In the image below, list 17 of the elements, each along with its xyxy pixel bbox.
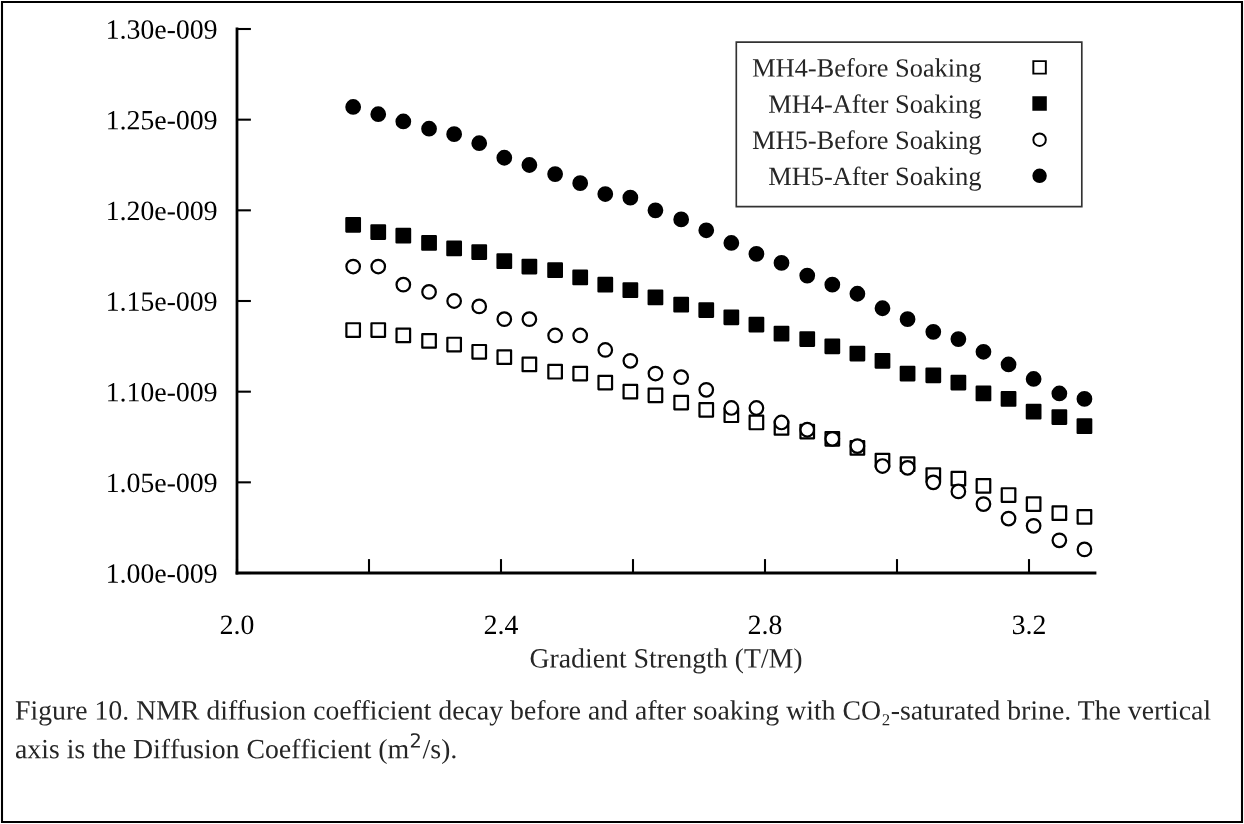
- y-tick-label: 1.00e-009: [108, 564, 217, 584]
- y-tick-label: 1.20e-009: [108, 201, 217, 221]
- y-tick-label: 1.10e-009: [108, 382, 217, 402]
- y-tick-label: 1.05e-009: [108, 473, 217, 493]
- legend-label: MH4-After Soaking: [769, 94, 982, 119]
- legend-label: MH4-Before Soaking: [752, 58, 982, 83]
- y-tick-label: 1.30e-009: [108, 20, 217, 40]
- x-axis-title: Gradient Strength (T/M): [530, 648, 802, 674]
- x-tick-label: 2.0: [220, 615, 254, 635]
- x-tick-label: 2.8: [748, 615, 782, 635]
- x-tick-label: 2.4: [484, 615, 518, 635]
- caption: Figure 10. NMR diffusion coefficient decay before and after soaking with CO₂-saturated brine. The vertical axis is the Diffusion Coefficient (m$^{2}$/s).: [15, 700, 1211, 765]
- y-tick-label: 1.25e-009: [108, 110, 217, 130]
- legend-label: MH5-Before Soaking: [752, 130, 982, 155]
- x-tick-label: 3.2: [1012, 615, 1045, 635]
- legend-label: MH5-After Soaking: [769, 166, 982, 191]
- y-tick-label: 1.15e-009: [108, 292, 217, 312]
